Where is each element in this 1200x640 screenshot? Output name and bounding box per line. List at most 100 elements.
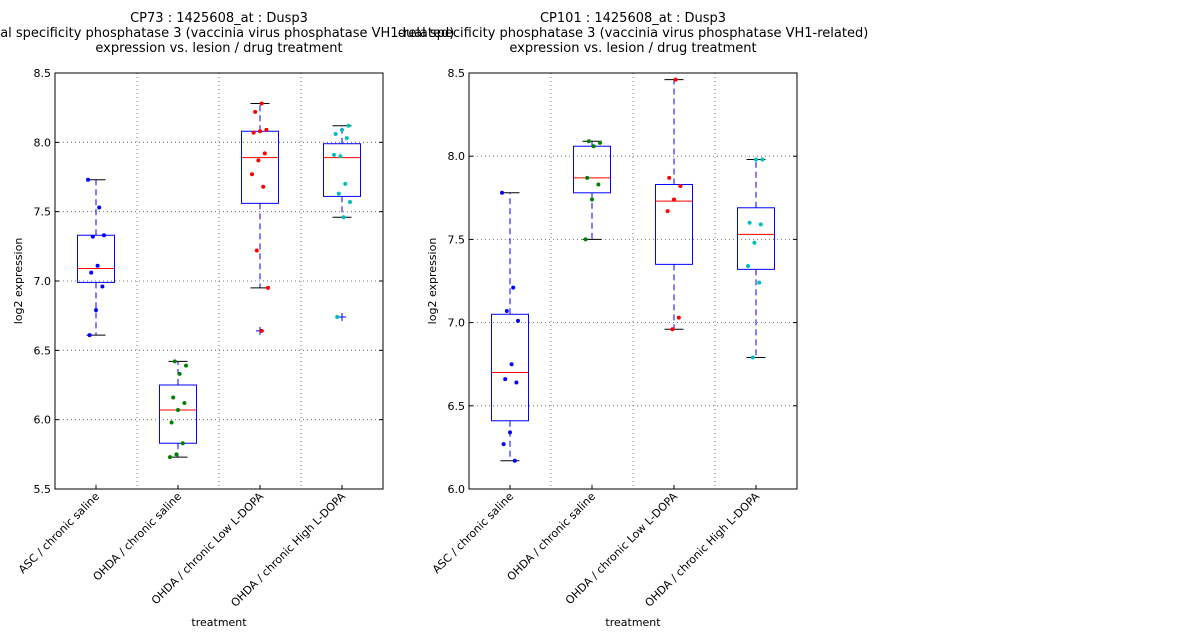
data-point	[174, 452, 179, 457]
box-2	[573, 139, 611, 242]
y-tick-label: 5.5	[34, 483, 52, 496]
box-iqr	[491, 313, 529, 422]
outlier-marker	[338, 313, 346, 322]
data-point	[172, 359, 177, 364]
data-point	[94, 308, 98, 313]
data-point	[338, 154, 343, 159]
y-tick-label: 7.0	[34, 275, 52, 288]
data-point	[341, 215, 346, 220]
data-point	[673, 77, 678, 82]
data-point	[102, 233, 106, 238]
data-point	[757, 280, 762, 285]
chart-title-line: CP101 : 1425608_at : Dusp3	[540, 11, 726, 26]
box-1	[491, 190, 529, 463]
data-point	[182, 401, 187, 406]
data-point	[335, 315, 340, 320]
data-point	[678, 184, 683, 189]
data-point	[585, 175, 590, 180]
y-tick-label: 7.5	[34, 206, 52, 219]
data-point	[583, 237, 588, 242]
data-point	[256, 158, 261, 163]
data-point	[348, 199, 352, 204]
data-point	[760, 157, 765, 162]
data-point	[253, 109, 258, 114]
x-tick-label: OHDA / chronic saline	[91, 490, 185, 584]
y-tick-label: 6.0	[34, 414, 52, 427]
data-point	[262, 151, 267, 156]
box-iqr	[159, 384, 197, 444]
data-point	[266, 285, 270, 290]
data-point	[586, 139, 591, 144]
box-iqr	[655, 183, 693, 265]
data-point	[180, 441, 185, 446]
box-iqr	[323, 143, 361, 197]
data-point	[336, 191, 341, 196]
chart-title-line: dual specificity phosphatase 3 (vaccinia…	[398, 26, 869, 41]
data-point	[754, 157, 758, 162]
data-point	[511, 285, 516, 290]
data-point	[512, 458, 517, 463]
axes-frame	[54, 72, 384, 490]
box-4	[323, 123, 361, 322]
data-point	[516, 318, 520, 323]
data-point	[509, 362, 514, 367]
y-tick-label: 8.5	[34, 67, 52, 80]
data-point	[508, 430, 512, 435]
data-point	[667, 175, 672, 180]
data-point	[746, 264, 750, 269]
box-3	[241, 101, 279, 335]
box-2	[159, 359, 197, 460]
data-point	[503, 377, 508, 382]
data-point	[504, 308, 509, 313]
data-point	[171, 395, 176, 400]
data-point	[747, 220, 752, 225]
data-point	[344, 136, 349, 141]
data-point	[333, 132, 338, 137]
x-axis-label: treatment	[605, 616, 661, 629]
data-point	[95, 263, 100, 268]
chart-title-line: expression vs. lesion / drug treatment	[95, 41, 342, 56]
data-point	[259, 101, 264, 106]
data-point	[97, 205, 102, 210]
data-point	[343, 181, 348, 186]
x-tick-label: ASC / chronic saline	[16, 490, 102, 576]
y-tick-label: 6.5	[34, 344, 52, 357]
data-point	[89, 270, 94, 275]
chart-title-line: expression vs. lesion / drug treatment	[509, 41, 756, 56]
data-point	[169, 420, 174, 425]
chart-title-line: dual specificity phosphatase 3 (vaccinia…	[0, 26, 454, 41]
chart-title-line: CP73 : 1425608_at : Dusp3	[130, 11, 308, 26]
data-point	[332, 152, 336, 157]
data-point	[340, 127, 344, 132]
data-point	[100, 284, 105, 289]
x-axis-label: treatment	[191, 616, 247, 629]
data-point	[672, 197, 676, 202]
data-point	[86, 177, 90, 182]
data-point	[168, 455, 172, 460]
data-point	[176, 407, 180, 412]
box-iqr	[77, 234, 115, 283]
data-point	[250, 172, 254, 177]
data-point	[264, 127, 269, 132]
data-point	[758, 222, 763, 227]
data-point	[251, 130, 256, 135]
data-point	[665, 209, 670, 214]
axes-frame	[468, 72, 798, 490]
data-point	[514, 380, 519, 385]
data-point	[590, 197, 594, 202]
y-tick-label: 8.5	[448, 67, 466, 80]
y-tick-label: 8.0	[448, 150, 466, 163]
data-point	[676, 315, 681, 320]
data-point	[87, 333, 92, 338]
y-tick-label: 6.5	[448, 400, 466, 413]
data-point	[259, 328, 264, 333]
data-point	[670, 327, 675, 332]
x-tick-label: OHDA / chronic saline	[505, 490, 599, 584]
data-point	[501, 442, 506, 447]
data-point	[346, 123, 351, 128]
data-point	[177, 371, 182, 376]
x-tick-label: ASC / chronic saline	[430, 490, 516, 576]
